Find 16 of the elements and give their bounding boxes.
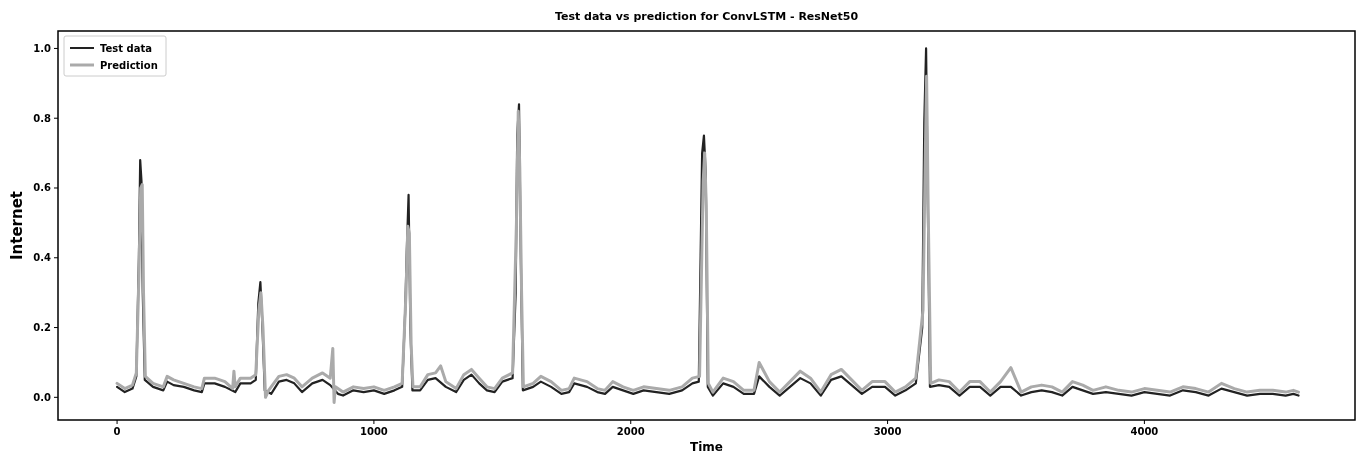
y-tick-label: 0.8 xyxy=(33,112,52,124)
y-tick-label: 0.4 xyxy=(33,252,52,264)
x-tick-label: 3000 xyxy=(873,426,902,437)
x-tick-label: 4000 xyxy=(1130,426,1159,437)
x-tick-label: 1000 xyxy=(359,426,388,437)
chart-title: Test data vs prediction for ConvLSTM - ResNet50 xyxy=(554,10,859,23)
legend-label: Prediction xyxy=(100,59,158,71)
x-axis-title: Time xyxy=(690,440,723,454)
y-tick-label: 0.6 xyxy=(33,182,52,194)
x-tick-label: 0 xyxy=(113,426,121,437)
y-tick-label: 0.0 xyxy=(33,391,52,403)
y-tick-label: 1.0 xyxy=(33,42,52,54)
x-tick-label: 2000 xyxy=(616,426,645,437)
y-axis-title: Internet xyxy=(8,190,26,261)
y-tick-label: 0.2 xyxy=(33,322,52,334)
legend-label: Test data xyxy=(100,42,152,54)
